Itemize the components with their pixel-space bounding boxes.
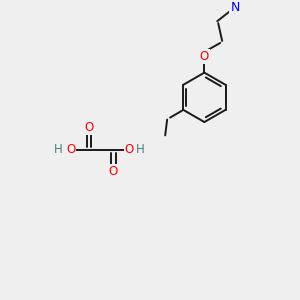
Text: O: O: [124, 143, 134, 156]
Text: O: O: [84, 122, 93, 134]
Text: N: N: [230, 1, 240, 14]
Text: H: H: [136, 143, 145, 156]
Text: O: O: [200, 50, 209, 63]
Text: O: O: [66, 143, 76, 156]
Text: O: O: [109, 165, 118, 178]
Text: H: H: [54, 143, 62, 156]
